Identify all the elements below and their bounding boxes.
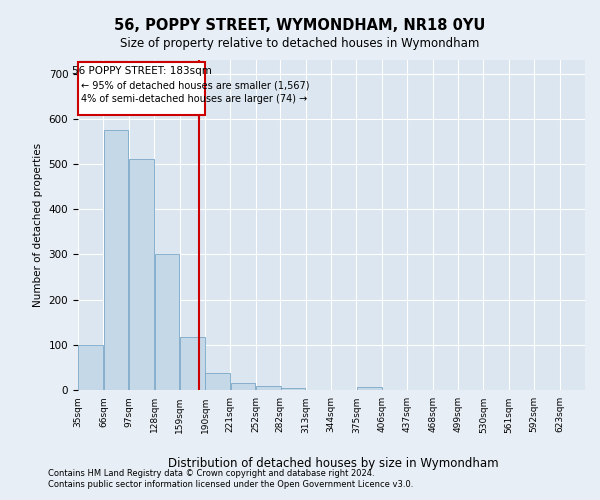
Bar xyxy=(79,345,103,390)
Text: ← 95% of detached houses are smaller (1,567): ← 95% of detached houses are smaller (1,… xyxy=(81,81,310,91)
Text: Size of property relative to detached houses in Wymondham: Size of property relative to detached ho… xyxy=(121,38,479,51)
Bar xyxy=(180,336,205,390)
Bar xyxy=(230,383,256,390)
Bar xyxy=(256,386,281,390)
Text: 56, POPPY STREET, WYMONDHAM, NR18 0YU: 56, POPPY STREET, WYMONDHAM, NR18 0YU xyxy=(115,18,485,32)
Text: Contains public sector information licensed under the Open Government Licence v3: Contains public sector information licen… xyxy=(48,480,413,489)
Text: Distribution of detached houses by size in Wymondham: Distribution of detached houses by size … xyxy=(167,458,499,470)
Y-axis label: Number of detached properties: Number of detached properties xyxy=(33,143,43,307)
Text: Contains HM Land Registry data © Crown copyright and database right 2024.: Contains HM Land Registry data © Crown c… xyxy=(48,468,374,477)
Text: 56 POPPY STREET: 183sqm: 56 POPPY STREET: 183sqm xyxy=(71,66,211,76)
Bar xyxy=(78,62,205,115)
Bar xyxy=(281,388,305,390)
Bar xyxy=(129,160,154,390)
Bar xyxy=(357,387,382,390)
Bar xyxy=(205,373,230,390)
Text: 4% of semi-detached houses are larger (74) →: 4% of semi-detached houses are larger (7… xyxy=(81,94,308,104)
Bar xyxy=(104,130,128,390)
Bar xyxy=(155,254,179,390)
